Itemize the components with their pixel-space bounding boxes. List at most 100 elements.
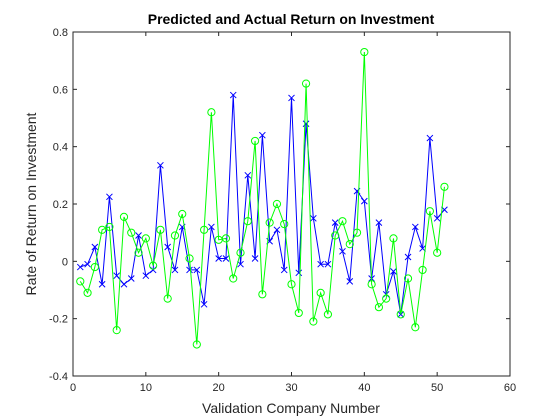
data-point-x: [390, 268, 397, 275]
data-point-x: [324, 260, 332, 268]
data-point-x: [251, 255, 259, 262]
series-group: [76, 47, 449, 349]
data-point-circle: [433, 248, 442, 257]
data-point-x: [426, 134, 434, 142]
data-point-x: [113, 272, 121, 280]
data-point-circle: [207, 108, 216, 117]
x-tick-label: 20: [213, 382, 225, 394]
data-point-circle: [287, 280, 296, 289]
data-point-circle: [352, 228, 362, 237]
data-point-circle: [236, 248, 245, 257]
x-tick-label: 0: [70, 382, 76, 394]
data-point-x: [433, 214, 441, 222]
data-point-x: [142, 272, 150, 280]
data-point-x: [171, 266, 179, 274]
data-point-x: [404, 253, 412, 261]
data-point-circle: [374, 303, 383, 312]
data-point-x: [273, 226, 281, 234]
data-point-x: [208, 223, 215, 231]
data-point-circle: [76, 277, 85, 286]
data-point-x: [106, 193, 113, 201]
data-point-circle: [127, 228, 136, 237]
data-point-circle: [221, 234, 231, 243]
data-point-circle: [294, 308, 303, 318]
y-tick-label: 0: [62, 256, 68, 268]
data-point-circle: [200, 225, 209, 234]
data-point-x: [120, 280, 128, 288]
x-tick-label: 40: [358, 382, 370, 394]
data-point-circle: [141, 234, 150, 243]
data-point-x: [76, 263, 84, 271]
data-point-x: [127, 275, 135, 282]
data-point-circle: [250, 136, 260, 146]
plot-area: [72, 31, 511, 377]
data-point-x: [411, 223, 419, 231]
data-point-circle: [90, 262, 99, 272]
data-point-x: [222, 255, 230, 262]
data-point-x: [317, 260, 324, 268]
data-point-circle: [316, 288, 325, 297]
data-point-circle: [367, 280, 376, 289]
data-point-x: [288, 94, 295, 102]
data-point-x: [149, 266, 157, 274]
data-point-circle: [382, 294, 391, 303]
data-point-x: [280, 266, 288, 274]
data-point-circle: [280, 219, 289, 229]
axis-ticks: 0 10 20 30 40 50 60 -0.4 -0.2 0 0.2 0.4 0.6 0.8: [49, 27, 516, 394]
data-point-circle: [134, 248, 143, 257]
data-point-circle: [119, 212, 129, 221]
data-point-x: [186, 266, 193, 274]
data-point-circle: [440, 182, 449, 191]
data-point-circle: [396, 310, 405, 319]
data-point-circle: [192, 340, 201, 349]
data-point-circle: [360, 47, 369, 57]
data-point-x: [382, 290, 390, 298]
y-tick-label: 0.2: [53, 199, 68, 211]
data-point-x: [339, 247, 346, 255]
x-tick-label: 30: [285, 382, 297, 394]
data-point-circle: [178, 209, 187, 219]
data-point-circle: [112, 326, 121, 335]
data-point-x: [91, 243, 99, 251]
data-point-x: [259, 131, 266, 139]
data-point-circle: [258, 290, 267, 299]
data-point-x: [237, 260, 244, 268]
data-point-x: [302, 120, 310, 128]
data-point-x: [295, 269, 303, 277]
data-point-circle: [98, 225, 107, 234]
data-point-circle: [309, 317, 318, 326]
data-point-x: [215, 255, 223, 262]
data-point-circle: [163, 294, 172, 303]
data-point-x: [360, 197, 368, 205]
y-tick-label: -0.2: [49, 314, 68, 326]
chart-title: Predicted and Actual Return on Investmen…: [148, 11, 435, 27]
x-tick-label: 60: [504, 382, 516, 394]
data-point-circle: [170, 231, 180, 240]
data-point-circle: [418, 265, 427, 275]
data-point-x: [98, 280, 106, 288]
data-point-x: [375, 219, 383, 226]
data-point-x: [331, 219, 339, 226]
data-point-x: [244, 171, 252, 179]
data-point-circle: [338, 217, 347, 226]
data-point-x: [84, 260, 91, 268]
data-point-circle: [156, 225, 165, 234]
x-tick-label: 50: [431, 382, 443, 394]
data-point-circle: [323, 310, 333, 319]
data-point-circle: [425, 207, 434, 216]
data-point-circle: [185, 254, 194, 263]
data-point-circle: [265, 218, 274, 227]
y-tick-label: -0.4: [49, 371, 68, 383]
data-point-x: [309, 214, 317, 222]
data-point-circle: [403, 274, 413, 283]
data-point-circle: [243, 217, 252, 226]
data-point-circle: [411, 323, 420, 332]
data-point-circle: [229, 274, 238, 283]
data-point-x: [229, 91, 237, 99]
data-point-circle: [331, 231, 340, 240]
data-point-circle: [272, 199, 282, 209]
data-point-x: [193, 266, 201, 274]
y-tick-label: 0.6: [53, 84, 68, 96]
y-tick-label: 0.4: [53, 142, 68, 154]
data-point-circle: [105, 222, 114, 232]
